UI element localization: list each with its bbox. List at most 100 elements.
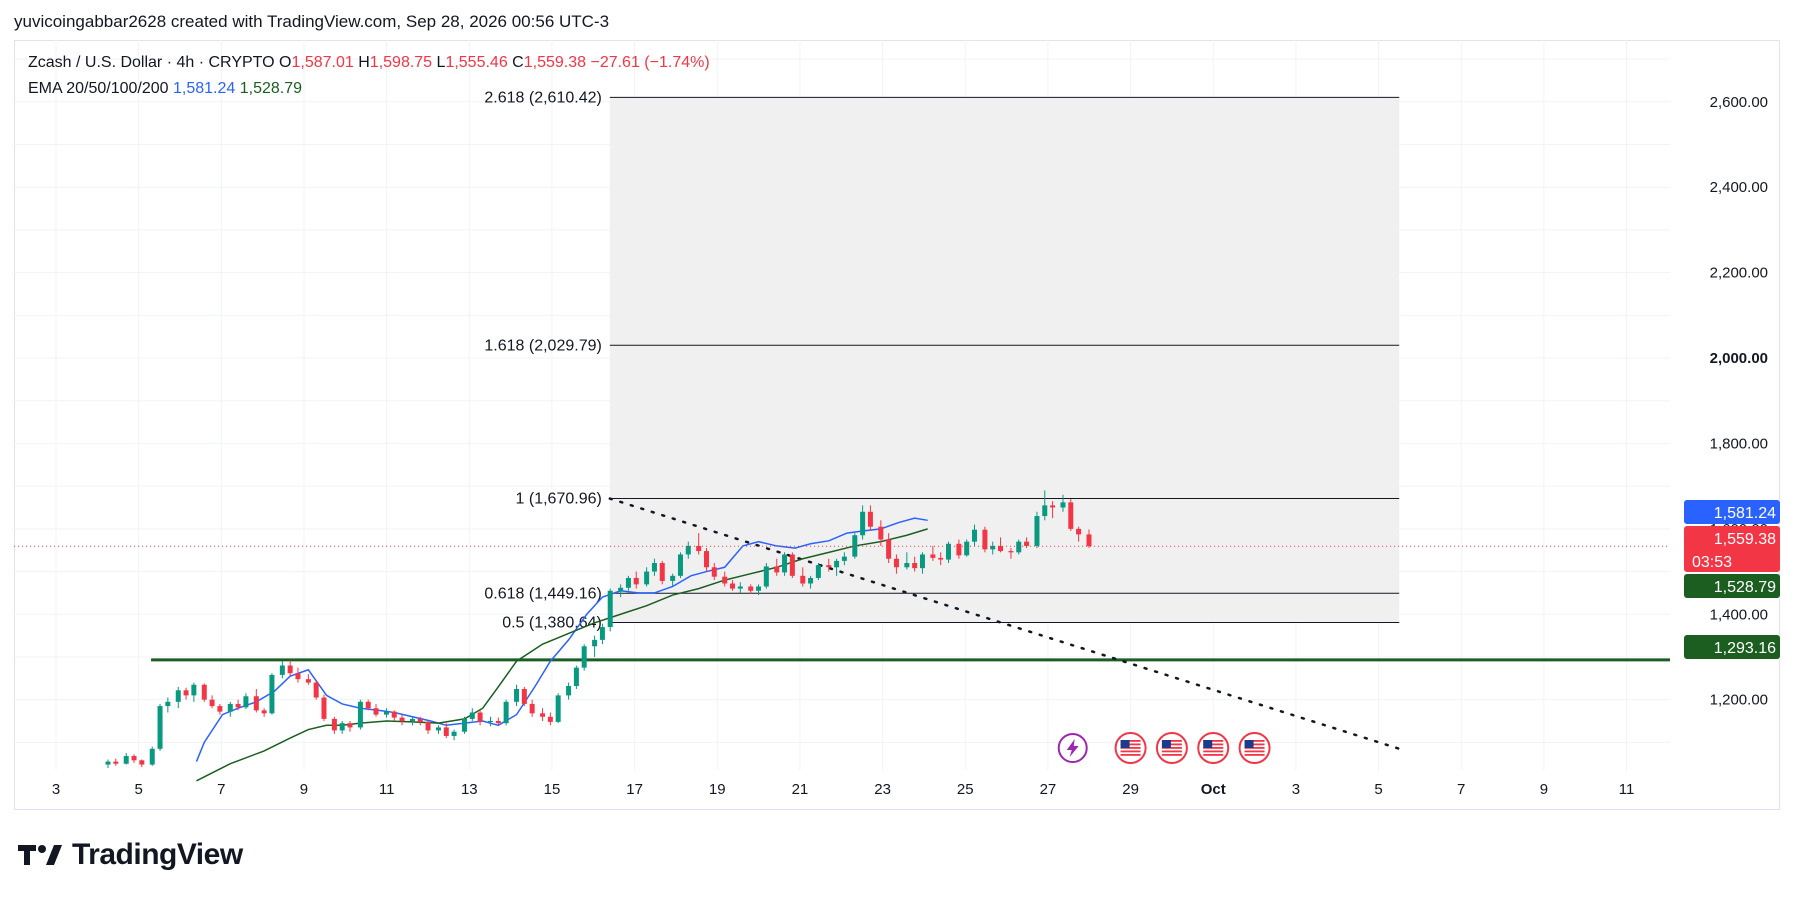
- candle-body: [659, 563, 665, 581]
- candle-body: [373, 708, 379, 715]
- price-tag: 1,528.79: [1684, 574, 1780, 598]
- flag-icon-stripe: [1161, 754, 1182, 756]
- open-value: 1,587.01: [291, 54, 354, 71]
- symbol-label[interactable]: Zcash / U.S. Dollar · 4h · CRYPTO: [28, 54, 275, 71]
- candle: [1050, 501, 1056, 519]
- lightning-event-icon[interactable]: [1057, 733, 1088, 763]
- candle: [998, 537, 1004, 553]
- candle-body: [789, 554, 795, 576]
- candle: [451, 729, 457, 741]
- price-tag-bg: [1684, 574, 1780, 598]
- fib-levels: 2.618 (2,610.42) 1.618 (2,029.79) 1 (1,670…: [484, 89, 1400, 632]
- candle-body: [243, 696, 249, 708]
- candle: [217, 703, 223, 715]
- ema-lines: [195, 517, 928, 782]
- candle-body: [982, 529, 988, 550]
- flag-icon-canton: [1161, 740, 1171, 748]
- ema-legend[interactable]: EMA 20/50/100/200 1,581.24 1,528.79: [28, 80, 302, 98]
- candle-body: [347, 723, 353, 728]
- candle: [443, 723, 449, 739]
- candle-body: [703, 551, 709, 568]
- candle-body: [1016, 541, 1022, 553]
- candle: [972, 524, 978, 546]
- candle-body: [774, 566, 780, 573]
- candle-body: [737, 586, 743, 589]
- candle-body: [175, 690, 181, 702]
- ohlc-legend[interactable]: Zcash / U.S. Dollar · 4h · CRYPTO O1,587…: [28, 54, 710, 72]
- candle: [763, 563, 769, 589]
- x-axis-tick-label: 17: [626, 781, 643, 798]
- candle: [183, 687, 189, 700]
- candle: [165, 697, 171, 713]
- candle-body: [321, 697, 327, 719]
- candle-body: [893, 558, 899, 568]
- ema-label[interactable]: EMA 20/50/100/200: [28, 80, 169, 97]
- candle-body: [912, 563, 918, 569]
- candle: [573, 665, 579, 689]
- x-axis-tick-label: 23: [874, 781, 891, 798]
- flag-icon-canton: [1120, 740, 1130, 748]
- candle-body: [1024, 541, 1030, 546]
- ema-slow-line: [196, 528, 928, 782]
- candle: [461, 716, 467, 734]
- candle: [287, 660, 293, 677]
- candle-body: [227, 703, 233, 712]
- candle-body: [711, 567, 717, 577]
- flag-icon-stripe: [1244, 754, 1265, 756]
- candle-body: [113, 761, 119, 764]
- candle: [1016, 539, 1022, 555]
- candle-body: [183, 690, 189, 696]
- candle-body: [313, 682, 319, 698]
- candle: [703, 548, 709, 572]
- candle-body: [867, 511, 873, 527]
- price-tag-countdown: 03:53: [1692, 554, 1732, 571]
- candle-body: [261, 710, 267, 714]
- candle-body: [1086, 534, 1092, 547]
- flag-icon-stripe: [1161, 743, 1182, 746]
- candle-body: [938, 557, 944, 560]
- x-axis-tick-label: 19: [709, 781, 726, 798]
- us-flag-event-icon[interactable]: [1238, 732, 1271, 764]
- price-tag-value: 1,581.24: [1714, 505, 1776, 522]
- candle: [834, 558, 840, 576]
- candle-body: [592, 639, 598, 647]
- candle-body: [139, 760, 145, 765]
- flag-icon-canton: [1244, 740, 1254, 748]
- y-axis: 1,200.001,400.001,600.001,800.002,000.00…: [1710, 94, 1768, 709]
- candle-body: [633, 577, 639, 585]
- us-flag-event-icon[interactable]: [1197, 732, 1230, 764]
- candle: [956, 539, 962, 559]
- price-tag: 1,293.16: [1684, 635, 1780, 659]
- x-axis-tick-label: 5: [1374, 781, 1382, 798]
- us-flag-event-icon[interactable]: [1114, 732, 1147, 764]
- candle: [391, 710, 397, 722]
- flag-icon-stripe: [1244, 750, 1265, 753]
- flag-icon-canton: [1203, 740, 1213, 748]
- x-axis-tick-label: 13: [461, 781, 478, 798]
- flag-icon-stripe: [1203, 743, 1224, 746]
- candle: [1060, 494, 1066, 512]
- candle-body: [722, 576, 728, 584]
- tradingview-logo[interactable]: TradingView: [18, 838, 243, 872]
- candle: [860, 505, 866, 540]
- flag-icon-stripe: [1244, 740, 1265, 742]
- candle-body: [514, 688, 520, 702]
- candle: [488, 716, 494, 727]
- candle-body: [503, 701, 509, 724]
- price-tag-bg: [1684, 526, 1780, 572]
- price-tags: 1,581.24 1,559.38 03:53 1,528.79 1,293.16: [1684, 500, 1780, 659]
- fib-zone: [609, 97, 1400, 623]
- candle: [175, 686, 181, 709]
- candle-body: [149, 748, 155, 765]
- us-flag-event-icon[interactable]: [1155, 732, 1188, 764]
- candle-body: [956, 543, 962, 556]
- candle: [878, 520, 884, 546]
- flag-icon-stripe: [1120, 754, 1141, 756]
- candle-body: [782, 554, 788, 573]
- flag-icon-stripe: [1244, 743, 1265, 746]
- price-tag-bg: [1684, 500, 1780, 524]
- tradingview-logo-icon: [18, 845, 62, 865]
- candle: [201, 683, 207, 702]
- candle-body: [305, 679, 311, 683]
